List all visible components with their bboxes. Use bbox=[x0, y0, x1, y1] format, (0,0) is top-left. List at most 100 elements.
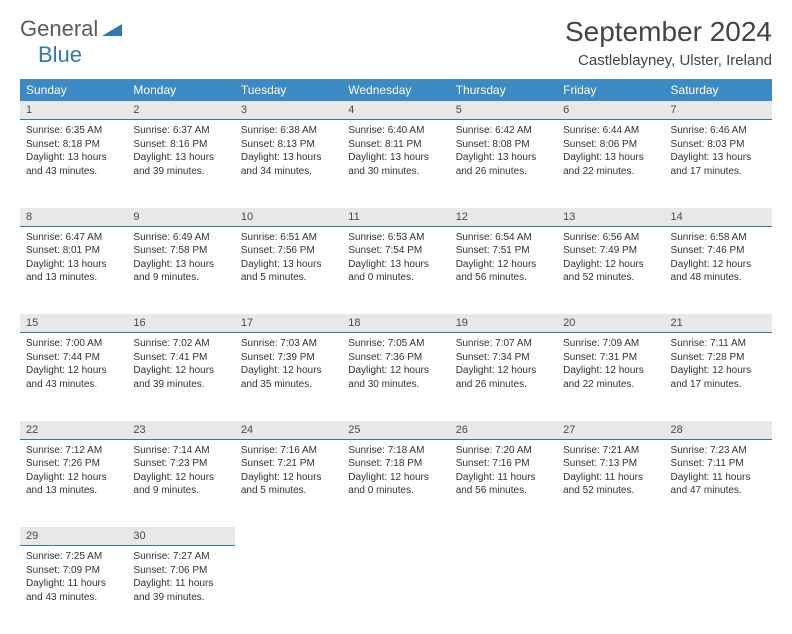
day-number-cell: 14 bbox=[665, 208, 772, 227]
day-cell: Sunrise: 7:02 AMSunset: 7:41 PMDaylight:… bbox=[127, 333, 234, 421]
day-cell: Sunrise: 7:07 AMSunset: 7:34 PMDaylight:… bbox=[450, 333, 557, 421]
day-cell bbox=[450, 546, 557, 634]
dow-header: Thursday bbox=[450, 79, 557, 101]
day-content: Sunrise: 7:05 AMSunset: 7:36 PMDaylight:… bbox=[348, 337, 443, 391]
day-content: Sunrise: 7:21 AMSunset: 7:13 PMDaylight:… bbox=[563, 444, 658, 498]
day-content: Sunrise: 7:18 AMSunset: 7:18 PMDaylight:… bbox=[348, 444, 443, 498]
day-number-cell bbox=[665, 527, 772, 546]
day-cell: Sunrise: 6:58 AMSunset: 7:46 PMDaylight:… bbox=[665, 226, 772, 314]
day-content: Sunrise: 6:42 AMSunset: 8:08 PMDaylight:… bbox=[456, 124, 551, 178]
day-number-cell: 23 bbox=[127, 421, 234, 440]
day-number-cell: 20 bbox=[557, 314, 664, 333]
day-cell: Sunrise: 6:37 AMSunset: 8:16 PMDaylight:… bbox=[127, 120, 234, 208]
day-cell: Sunrise: 6:42 AMSunset: 8:08 PMDaylight:… bbox=[450, 120, 557, 208]
calendar-table: SundayMondayTuesdayWednesdayThursdayFrid… bbox=[20, 79, 772, 634]
logo-text-blue: Blue bbox=[38, 42, 82, 68]
day-number-cell bbox=[557, 527, 664, 546]
day-content: Sunrise: 6:56 AMSunset: 7:49 PMDaylight:… bbox=[563, 231, 658, 285]
title-block: September 2024 Castleblayney, Ulster, Ir… bbox=[565, 16, 772, 69]
dow-header: Friday bbox=[557, 79, 664, 101]
day-content: Sunrise: 7:14 AMSunset: 7:23 PMDaylight:… bbox=[133, 444, 228, 498]
day-cell: Sunrise: 7:11 AMSunset: 7:28 PMDaylight:… bbox=[665, 333, 772, 421]
day-content: Sunrise: 6:46 AMSunset: 8:03 PMDaylight:… bbox=[671, 124, 766, 178]
day-content: Sunrise: 7:20 AMSunset: 7:16 PMDaylight:… bbox=[456, 444, 551, 498]
day-number-cell: 13 bbox=[557, 208, 664, 227]
day-cell: Sunrise: 7:23 AMSunset: 7:11 PMDaylight:… bbox=[665, 439, 772, 527]
day-cell: Sunrise: 7:21 AMSunset: 7:13 PMDaylight:… bbox=[557, 439, 664, 527]
day-number-cell: 9 bbox=[127, 208, 234, 227]
dow-header: Tuesday bbox=[235, 79, 342, 101]
day-number-cell: 3 bbox=[235, 101, 342, 120]
day-number-cell: 17 bbox=[235, 314, 342, 333]
day-content: Sunrise: 7:27 AMSunset: 7:06 PMDaylight:… bbox=[133, 550, 228, 604]
dow-header: Monday bbox=[127, 79, 234, 101]
day-cell: Sunrise: 7:14 AMSunset: 7:23 PMDaylight:… bbox=[127, 439, 234, 527]
day-cell: Sunrise: 6:38 AMSunset: 8:13 PMDaylight:… bbox=[235, 120, 342, 208]
day-number-cell: 7 bbox=[665, 101, 772, 120]
day-cell: Sunrise: 6:47 AMSunset: 8:01 PMDaylight:… bbox=[20, 226, 127, 314]
day-number-cell: 4 bbox=[342, 101, 449, 120]
day-number-cell: 28 bbox=[665, 421, 772, 440]
dow-header: Sunday bbox=[20, 79, 127, 101]
day-cell bbox=[557, 546, 664, 634]
day-content: Sunrise: 7:03 AMSunset: 7:39 PMDaylight:… bbox=[241, 337, 336, 391]
day-content: Sunrise: 6:53 AMSunset: 7:54 PMDaylight:… bbox=[348, 231, 443, 285]
day-cell: Sunrise: 7:03 AMSunset: 7:39 PMDaylight:… bbox=[235, 333, 342, 421]
month-title: September 2024 bbox=[565, 16, 772, 48]
day-number-cell: 10 bbox=[235, 208, 342, 227]
day-cell: Sunrise: 6:56 AMSunset: 7:49 PMDaylight:… bbox=[557, 226, 664, 314]
day-content: Sunrise: 6:37 AMSunset: 8:16 PMDaylight:… bbox=[133, 124, 228, 178]
day-cell: Sunrise: 7:00 AMSunset: 7:44 PMDaylight:… bbox=[20, 333, 127, 421]
day-number-cell bbox=[450, 527, 557, 546]
day-number-cell: 8 bbox=[20, 208, 127, 227]
day-content: Sunrise: 7:16 AMSunset: 7:21 PMDaylight:… bbox=[241, 444, 336, 498]
day-cell: Sunrise: 6:51 AMSunset: 7:56 PMDaylight:… bbox=[235, 226, 342, 314]
day-content: Sunrise: 7:11 AMSunset: 7:28 PMDaylight:… bbox=[671, 337, 766, 391]
day-cell: Sunrise: 7:12 AMSunset: 7:26 PMDaylight:… bbox=[20, 439, 127, 527]
day-cell: Sunrise: 6:49 AMSunset: 7:58 PMDaylight:… bbox=[127, 226, 234, 314]
day-content: Sunrise: 6:38 AMSunset: 8:13 PMDaylight:… bbox=[241, 124, 336, 178]
day-number-cell: 18 bbox=[342, 314, 449, 333]
day-number-cell: 12 bbox=[450, 208, 557, 227]
day-cell: Sunrise: 6:53 AMSunset: 7:54 PMDaylight:… bbox=[342, 226, 449, 314]
day-cell: Sunrise: 6:46 AMSunset: 8:03 PMDaylight:… bbox=[665, 120, 772, 208]
header: General September 2024 Castleblayney, Ul… bbox=[20, 16, 772, 69]
location-text: Castleblayney, Ulster, Ireland bbox=[565, 52, 772, 69]
day-number-cell: 2 bbox=[127, 101, 234, 120]
day-cell: Sunrise: 7:09 AMSunset: 7:31 PMDaylight:… bbox=[557, 333, 664, 421]
day-cell: Sunrise: 7:27 AMSunset: 7:06 PMDaylight:… bbox=[127, 546, 234, 634]
day-content: Sunrise: 7:07 AMSunset: 7:34 PMDaylight:… bbox=[456, 337, 551, 391]
day-content: Sunrise: 7:02 AMSunset: 7:41 PMDaylight:… bbox=[133, 337, 228, 391]
day-content: Sunrise: 7:00 AMSunset: 7:44 PMDaylight:… bbox=[26, 337, 121, 391]
day-cell: Sunrise: 6:40 AMSunset: 8:11 PMDaylight:… bbox=[342, 120, 449, 208]
day-content: Sunrise: 7:25 AMSunset: 7:09 PMDaylight:… bbox=[26, 550, 121, 604]
day-content: Sunrise: 6:49 AMSunset: 7:58 PMDaylight:… bbox=[133, 231, 228, 285]
day-content: Sunrise: 6:44 AMSunset: 8:06 PMDaylight:… bbox=[563, 124, 658, 178]
day-cell: Sunrise: 6:35 AMSunset: 8:18 PMDaylight:… bbox=[20, 120, 127, 208]
day-number-cell: 24 bbox=[235, 421, 342, 440]
day-cell bbox=[235, 546, 342, 634]
day-cell: Sunrise: 7:16 AMSunset: 7:21 PMDaylight:… bbox=[235, 439, 342, 527]
day-cell: Sunrise: 7:25 AMSunset: 7:09 PMDaylight:… bbox=[20, 546, 127, 634]
day-content: Sunrise: 7:23 AMSunset: 7:11 PMDaylight:… bbox=[671, 444, 766, 498]
day-cell: Sunrise: 7:18 AMSunset: 7:18 PMDaylight:… bbox=[342, 439, 449, 527]
day-cell bbox=[342, 546, 449, 634]
day-cell: Sunrise: 6:44 AMSunset: 8:06 PMDaylight:… bbox=[557, 120, 664, 208]
day-number-cell bbox=[342, 527, 449, 546]
day-cell: Sunrise: 7:05 AMSunset: 7:36 PMDaylight:… bbox=[342, 333, 449, 421]
day-number-cell: 5 bbox=[450, 101, 557, 120]
day-number-cell: 30 bbox=[127, 527, 234, 546]
day-content: Sunrise: 7:12 AMSunset: 7:26 PMDaylight:… bbox=[26, 444, 121, 498]
day-cell: Sunrise: 7:20 AMSunset: 7:16 PMDaylight:… bbox=[450, 439, 557, 527]
day-number-cell: 25 bbox=[342, 421, 449, 440]
day-content: Sunrise: 6:47 AMSunset: 8:01 PMDaylight:… bbox=[26, 231, 121, 285]
logo: General bbox=[20, 16, 124, 42]
day-number-cell: 15 bbox=[20, 314, 127, 333]
day-number-cell: 11 bbox=[342, 208, 449, 227]
logo-triangle-icon bbox=[102, 16, 122, 42]
dow-header: Wednesday bbox=[342, 79, 449, 101]
day-content: Sunrise: 7:09 AMSunset: 7:31 PMDaylight:… bbox=[563, 337, 658, 391]
day-cell: Sunrise: 6:54 AMSunset: 7:51 PMDaylight:… bbox=[450, 226, 557, 314]
day-content: Sunrise: 6:35 AMSunset: 8:18 PMDaylight:… bbox=[26, 124, 121, 178]
day-content: Sunrise: 6:51 AMSunset: 7:56 PMDaylight:… bbox=[241, 231, 336, 285]
